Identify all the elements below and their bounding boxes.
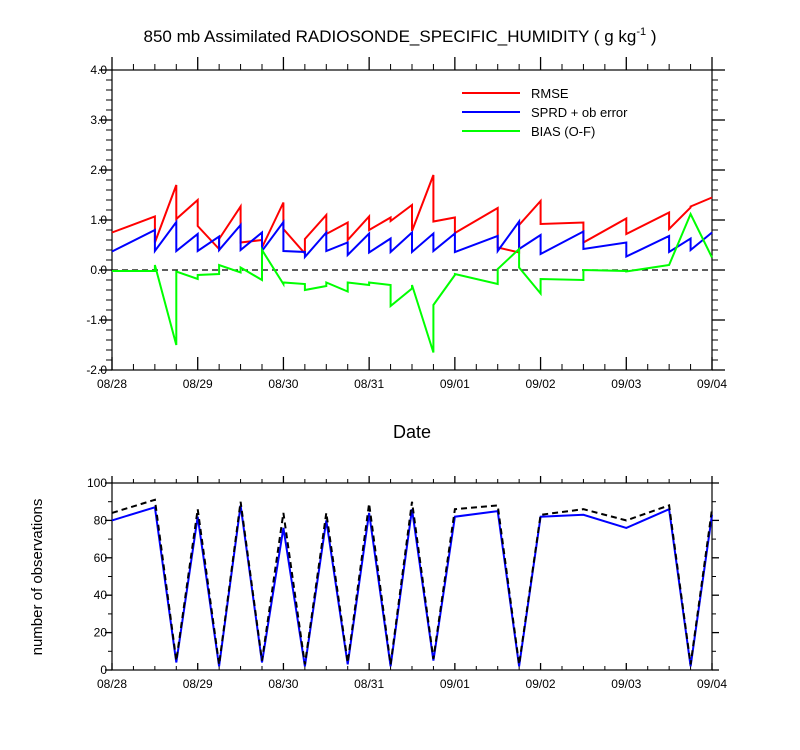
x-axis-label: Date bbox=[393, 422, 431, 442]
y-tick-label: 4.0 bbox=[90, 63, 107, 77]
x-tick-label: 08/30 bbox=[268, 377, 298, 391]
x-tick-label: 09/04 bbox=[697, 377, 727, 391]
y-tick-label: 3.0 bbox=[90, 113, 107, 127]
y-tick-label: 0 bbox=[100, 663, 107, 677]
top-panel: 850 mb Assimilated RADIOSONDE_SPECIFIC_H… bbox=[86, 26, 727, 442]
x-tick-label: 08/30 bbox=[268, 677, 298, 691]
x-tick-label: 09/01 bbox=[440, 677, 470, 691]
y-tick-label: 40 bbox=[94, 588, 108, 602]
x-tick-label: 09/02 bbox=[526, 677, 556, 691]
x-tick-label: 08/28 bbox=[97, 677, 127, 691]
legend: RMSE SPRD + ob error BIAS (O-F) bbox=[462, 86, 628, 139]
legend-label: RMSE bbox=[531, 86, 569, 101]
y-tick-label: 1.0 bbox=[90, 213, 107, 227]
x-tick-label: 08/28 bbox=[97, 377, 127, 391]
series-assimilated bbox=[111, 505, 713, 667]
y-tick-label: 60 bbox=[94, 551, 108, 565]
x-tick-label: 08/29 bbox=[183, 677, 213, 691]
bottom-series bbox=[111, 498, 713, 667]
y-axis-label-observations: number of observations bbox=[29, 499, 46, 656]
y-tick-label: 80 bbox=[94, 513, 108, 527]
y-tick-label: 0.0 bbox=[90, 263, 107, 277]
x-tick-label: 09/02 bbox=[526, 377, 556, 391]
y-tick-label: -1.0 bbox=[86, 313, 107, 327]
series-possible bbox=[111, 498, 713, 665]
x-tick-label: 08/31 bbox=[354, 677, 384, 691]
x-tick-label: 09/03 bbox=[611, 677, 641, 691]
bottom-ticks: 08/28 08/29 08/30 08/31 09/01 09/02 09/03 09/04… bbox=[87, 476, 727, 691]
y-tick-label: 20 bbox=[94, 626, 108, 640]
chart-title: 850 mb Assimilated RADIOSONDE_SPECIFIC_H… bbox=[144, 26, 657, 46]
x-tick-label: 08/31 bbox=[354, 377, 384, 391]
y-tick-label: 100 bbox=[87, 476, 107, 490]
legend-label: SPRD + ob error bbox=[531, 105, 628, 120]
x-tick-label: 09/01 bbox=[440, 377, 470, 391]
x-tick-label: 09/03 bbox=[611, 377, 641, 391]
series-bias-o-f bbox=[112, 211, 713, 353]
y-tick-label: -2.0 bbox=[86, 363, 107, 377]
top-series bbox=[111, 174, 713, 353]
legend-label: BIAS (O-F) bbox=[531, 124, 595, 139]
top-ticks: 08/28 08/29 08/30 08/31 09/01 09/02 09/03 09/04… bbox=[86, 57, 727, 391]
series-sprd-ob-error bbox=[111, 218, 713, 260]
x-tick-label: 09/04 bbox=[697, 677, 727, 691]
bottom-panel: 08/28 08/29 08/30 08/31 09/01 09/02 09/03 09/04… bbox=[29, 476, 727, 691]
x-tick-label: 08/29 bbox=[183, 377, 213, 391]
y-tick-label: 2.0 bbox=[90, 163, 107, 177]
